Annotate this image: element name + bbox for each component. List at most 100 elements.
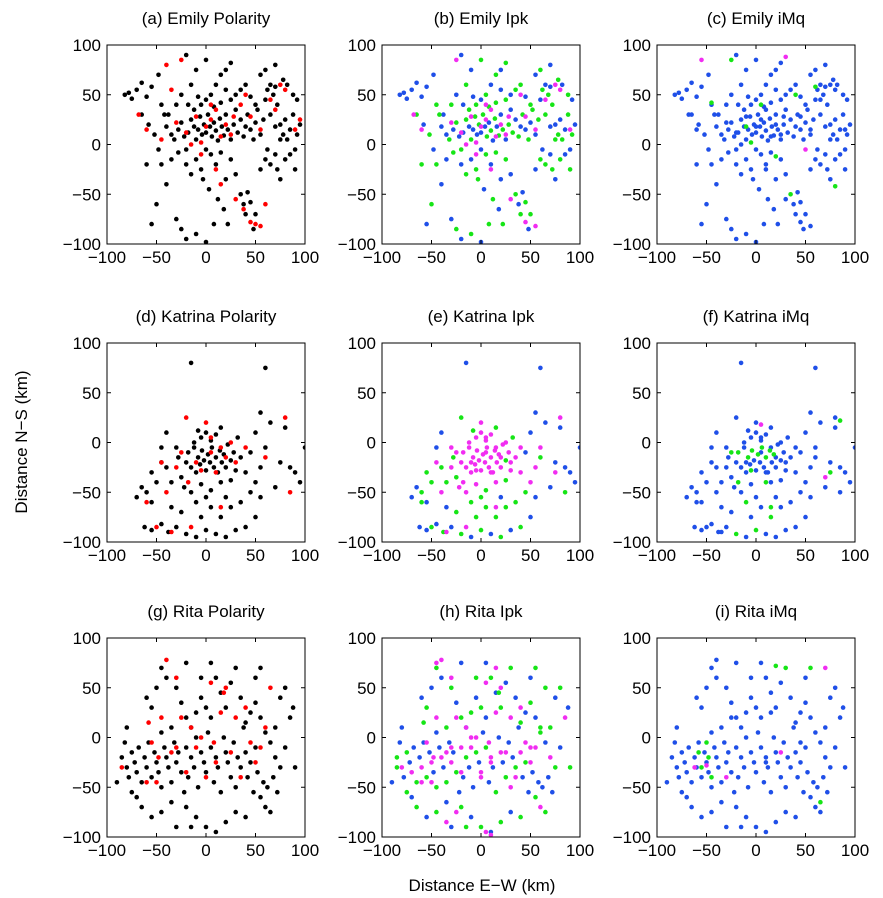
data-point: [223, 465, 229, 470]
panel-e: (e) Katrina Ipk −100 −50 0 50 100 100 50 0 −50 −10…: [338, 307, 594, 565]
data-point: [480, 730, 486, 735]
data-point: [538, 157, 543, 162]
data-point: [248, 450, 253, 455]
data-point: [842, 167, 848, 172]
scatter-points: [664, 657, 848, 835]
data-point: [414, 80, 419, 86]
data-point: [712, 745, 717, 750]
data-point: [251, 137, 256, 142]
data-point: [726, 455, 731, 460]
data-point: [181, 485, 187, 490]
data-point: [198, 435, 204, 440]
data-point: [567, 167, 573, 172]
data-point: [473, 482, 479, 487]
scatter-points: [389, 657, 573, 837]
data-point: [124, 765, 130, 770]
data-point: [197, 462, 203, 467]
data-point: [706, 770, 711, 775]
data-point: [454, 475, 459, 480]
data-point: [533, 715, 538, 720]
data-point: [788, 695, 793, 700]
data-point: [478, 130, 484, 135]
data-point: [828, 460, 833, 465]
data-point: [208, 152, 214, 157]
data-point: [803, 120, 808, 125]
data-point: [493, 514, 499, 520]
data-point: [775, 221, 781, 227]
data-point: [753, 430, 759, 435]
data-point: [233, 715, 238, 720]
data-point: [733, 147, 739, 152]
x-tick-label: −50: [417, 546, 446, 565]
data-point: [233, 809, 238, 815]
data-point: [292, 127, 298, 132]
x-tick-label: 50: [796, 841, 815, 860]
data-point: [235, 435, 240, 440]
data-point: [302, 445, 305, 450]
data-point: [454, 450, 459, 455]
data-point: [208, 435, 214, 440]
data-point: [813, 804, 818, 810]
data-point: [699, 814, 704, 820]
data-point: [292, 470, 298, 475]
data-point: [483, 117, 489, 122]
data-point: [297, 117, 303, 122]
data-point: [773, 819, 779, 825]
data-point: [119, 755, 125, 760]
x-tick-label: 50: [521, 546, 540, 565]
data-point: [808, 665, 813, 671]
data-point: [481, 187, 487, 192]
data-point: [743, 137, 749, 142]
x-tick-label: −50: [417, 841, 446, 860]
data-point: [748, 482, 754, 487]
data-point: [567, 765, 573, 770]
data-point: [218, 789, 224, 795]
data-point: [427, 750, 432, 755]
data-point: [778, 157, 784, 162]
data-point: [213, 128, 219, 133]
data-point: [533, 127, 538, 132]
data-point: [823, 755, 828, 760]
data-point: [251, 789, 256, 795]
data-point: [803, 430, 808, 435]
data-point: [179, 120, 184, 125]
data-point: [134, 87, 139, 93]
data-point: [748, 675, 754, 681]
data-point: [473, 695, 479, 700]
data-point: [773, 87, 779, 93]
data-point: [451, 750, 456, 755]
data-point: [228, 60, 234, 66]
data-point: [451, 455, 456, 460]
data-point: [294, 132, 300, 137]
data-point: [684, 494, 689, 500]
data-point: [832, 415, 838, 420]
data-point: [768, 480, 774, 485]
data-point: [419, 127, 424, 132]
data-point: [211, 221, 217, 227]
data-point: [748, 750, 754, 755]
data-point: [251, 226, 256, 232]
data-point: [233, 785, 238, 790]
data-point: [706, 147, 711, 152]
data-point: [458, 415, 464, 420]
data-point: [486, 120, 492, 125]
data-point: [567, 470, 573, 475]
data-point: [689, 780, 694, 785]
data-point: [508, 196, 513, 202]
data-point: [431, 770, 436, 775]
data-point: [557, 415, 563, 420]
data-point: [773, 663, 779, 669]
data-point: [553, 460, 558, 465]
data-point: [753, 705, 759, 710]
data-point: [488, 470, 494, 475]
data-point: [449, 524, 454, 530]
data-point: [253, 675, 258, 681]
data-point: [513, 765, 518, 770]
data-point: [773, 154, 779, 159]
data-point: [513, 87, 518, 93]
data-point: [738, 725, 744, 730]
data-point: [136, 112, 141, 117]
data-point: [699, 499, 704, 505]
data-point: [528, 760, 533, 765]
data-point: [223, 122, 229, 127]
